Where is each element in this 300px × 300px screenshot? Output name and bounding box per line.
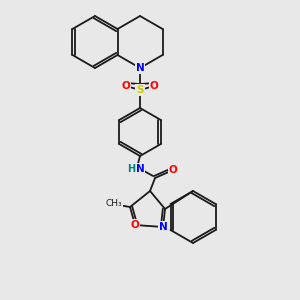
Text: CH₃: CH₃ — [106, 199, 122, 208]
Text: N: N — [159, 222, 167, 232]
Text: H: H — [127, 164, 135, 174]
Text: O: O — [169, 165, 177, 175]
Text: N: N — [136, 63, 144, 73]
Text: N: N — [136, 164, 144, 174]
Text: O: O — [122, 81, 130, 91]
Text: O: O — [131, 220, 140, 230]
Text: O: O — [150, 81, 158, 91]
Text: S: S — [136, 85, 144, 95]
